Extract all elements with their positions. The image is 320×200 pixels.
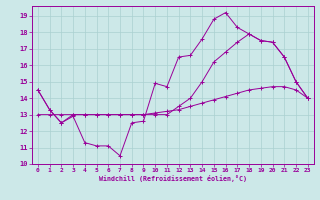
X-axis label: Windchill (Refroidissement éolien,°C): Windchill (Refroidissement éolien,°C) (99, 175, 247, 182)
